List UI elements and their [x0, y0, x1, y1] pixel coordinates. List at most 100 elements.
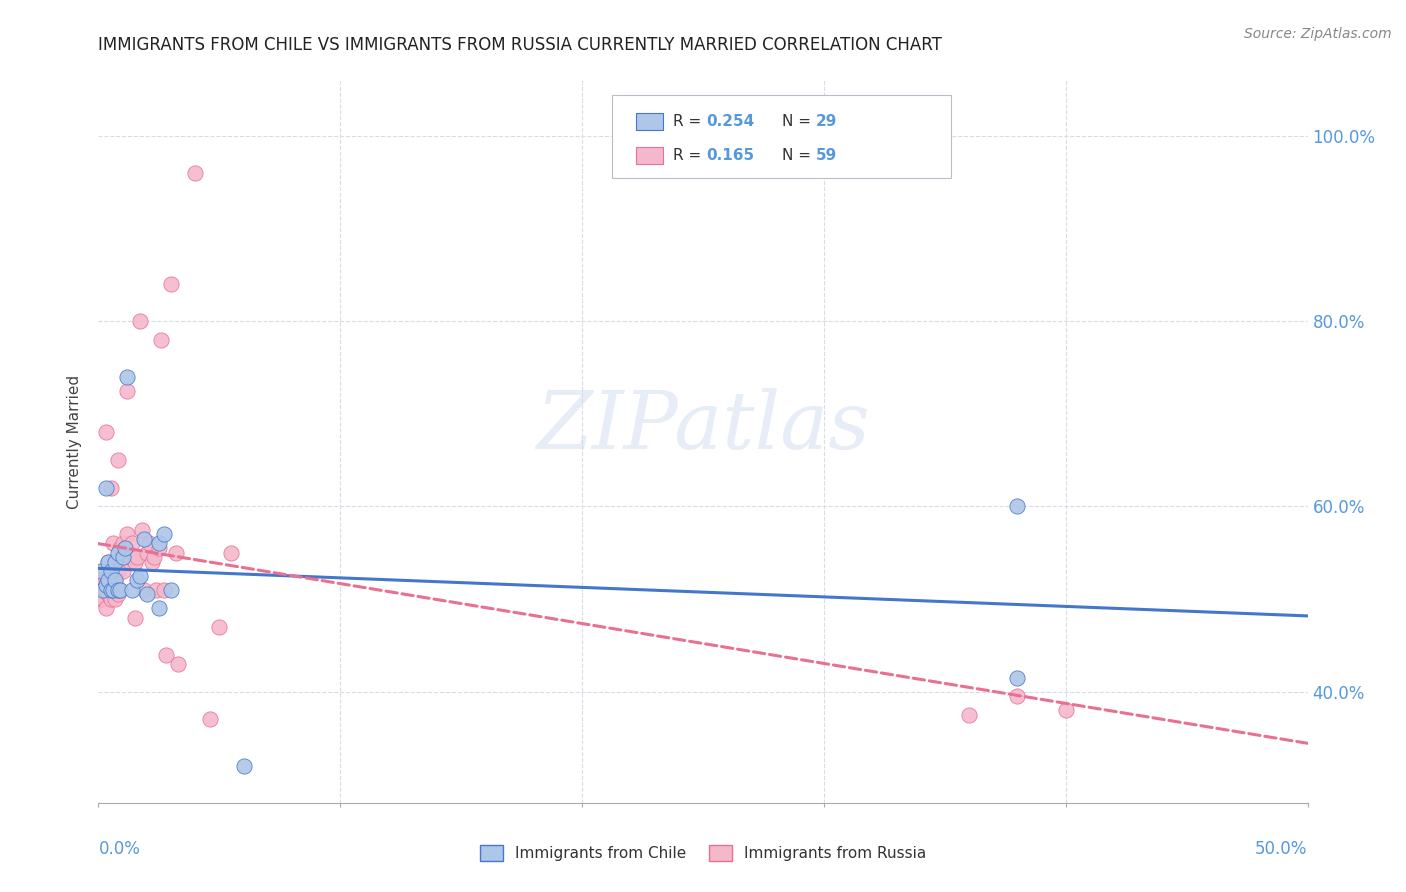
Text: 59: 59 [815, 148, 837, 163]
Text: 0.165: 0.165 [707, 148, 755, 163]
Point [101, 582, 124, 597]
Point [232, 758, 254, 772]
Point [135, 546, 157, 560]
Point [198, 713, 221, 727]
Point [121, 536, 143, 550]
Point [111, 550, 134, 565]
Point [94, 582, 117, 597]
Point [143, 550, 166, 565]
Point [135, 587, 157, 601]
Point [160, 582, 183, 597]
Point [94, 425, 117, 440]
Point [94, 601, 117, 615]
Point [100, 481, 122, 495]
Point [160, 277, 183, 291]
Point [91, 582, 114, 597]
Point [152, 527, 174, 541]
Point [111, 564, 134, 578]
Point [104, 574, 127, 588]
Point [90, 582, 112, 597]
Point [208, 620, 231, 634]
Text: 0.254: 0.254 [707, 113, 755, 128]
Text: N =: N = [782, 113, 815, 128]
Point [1007, 690, 1029, 704]
Point [145, 582, 167, 597]
Point [1007, 671, 1029, 685]
Legend: Immigrants from Chile, Immigrants from Russia: Immigrants from Chile, Immigrants from R… [474, 839, 932, 867]
Point [150, 333, 173, 347]
Point [100, 564, 122, 578]
Point [127, 574, 149, 588]
Point [107, 453, 129, 467]
Point [104, 592, 127, 607]
Point [117, 527, 139, 541]
Point [94, 574, 117, 588]
Point [124, 555, 146, 569]
Point [184, 166, 207, 180]
Point [131, 523, 153, 537]
FancyBboxPatch shape [637, 112, 664, 130]
Point [957, 707, 980, 722]
FancyBboxPatch shape [613, 95, 950, 178]
Point [108, 582, 131, 597]
Point [152, 582, 174, 597]
Point [221, 546, 243, 560]
Point [118, 555, 141, 569]
Point [128, 314, 150, 328]
Point [97, 587, 120, 601]
Point [108, 541, 131, 555]
Point [104, 574, 127, 588]
Point [107, 582, 129, 597]
Point [148, 541, 170, 555]
Point [127, 550, 149, 565]
Point [101, 536, 124, 550]
Point [138, 536, 160, 550]
Point [108, 582, 131, 597]
Point [1007, 500, 1029, 514]
Point [117, 369, 139, 384]
Point [118, 550, 141, 565]
FancyBboxPatch shape [637, 147, 664, 164]
Point [1054, 703, 1077, 717]
Point [114, 541, 136, 555]
Text: 29: 29 [815, 113, 837, 128]
Point [134, 582, 156, 597]
Point [141, 555, 163, 569]
Text: Source: ZipAtlas.com: Source: ZipAtlas.com [1244, 27, 1392, 41]
Text: N =: N = [782, 148, 815, 163]
Point [97, 574, 120, 588]
Point [91, 582, 114, 597]
Point [97, 555, 120, 569]
Point [97, 555, 120, 569]
Point [148, 601, 170, 615]
Point [101, 582, 124, 597]
Point [97, 574, 120, 588]
Point [167, 657, 190, 671]
Point [91, 564, 114, 578]
Point [134, 532, 156, 546]
Point [107, 587, 129, 601]
Point [107, 546, 129, 560]
Text: IMMIGRANTS FROM CHILE VS IMMIGRANTS FROM RUSSIA CURRENTLY MARRIED CORRELATION CH: IMMIGRANTS FROM CHILE VS IMMIGRANTS FROM… [98, 36, 942, 54]
Text: 0.0%: 0.0% [98, 840, 141, 858]
Point [104, 582, 127, 597]
Text: R =: R = [672, 113, 706, 128]
Point [100, 582, 122, 597]
Point [90, 592, 112, 607]
Point [121, 582, 143, 597]
Point [148, 536, 170, 550]
Point [114, 541, 136, 555]
Text: R =: R = [672, 148, 706, 163]
Point [128, 569, 150, 583]
Point [94, 578, 117, 592]
Point [100, 592, 122, 607]
Point [94, 481, 117, 495]
Point [104, 555, 127, 569]
Point [91, 592, 114, 607]
Point [101, 564, 124, 578]
Point [124, 610, 146, 624]
Y-axis label: Currently Married: Currently Married [67, 375, 83, 508]
Point [155, 648, 177, 662]
Point [107, 564, 129, 578]
Text: ZIPatlas: ZIPatlas [536, 388, 870, 466]
